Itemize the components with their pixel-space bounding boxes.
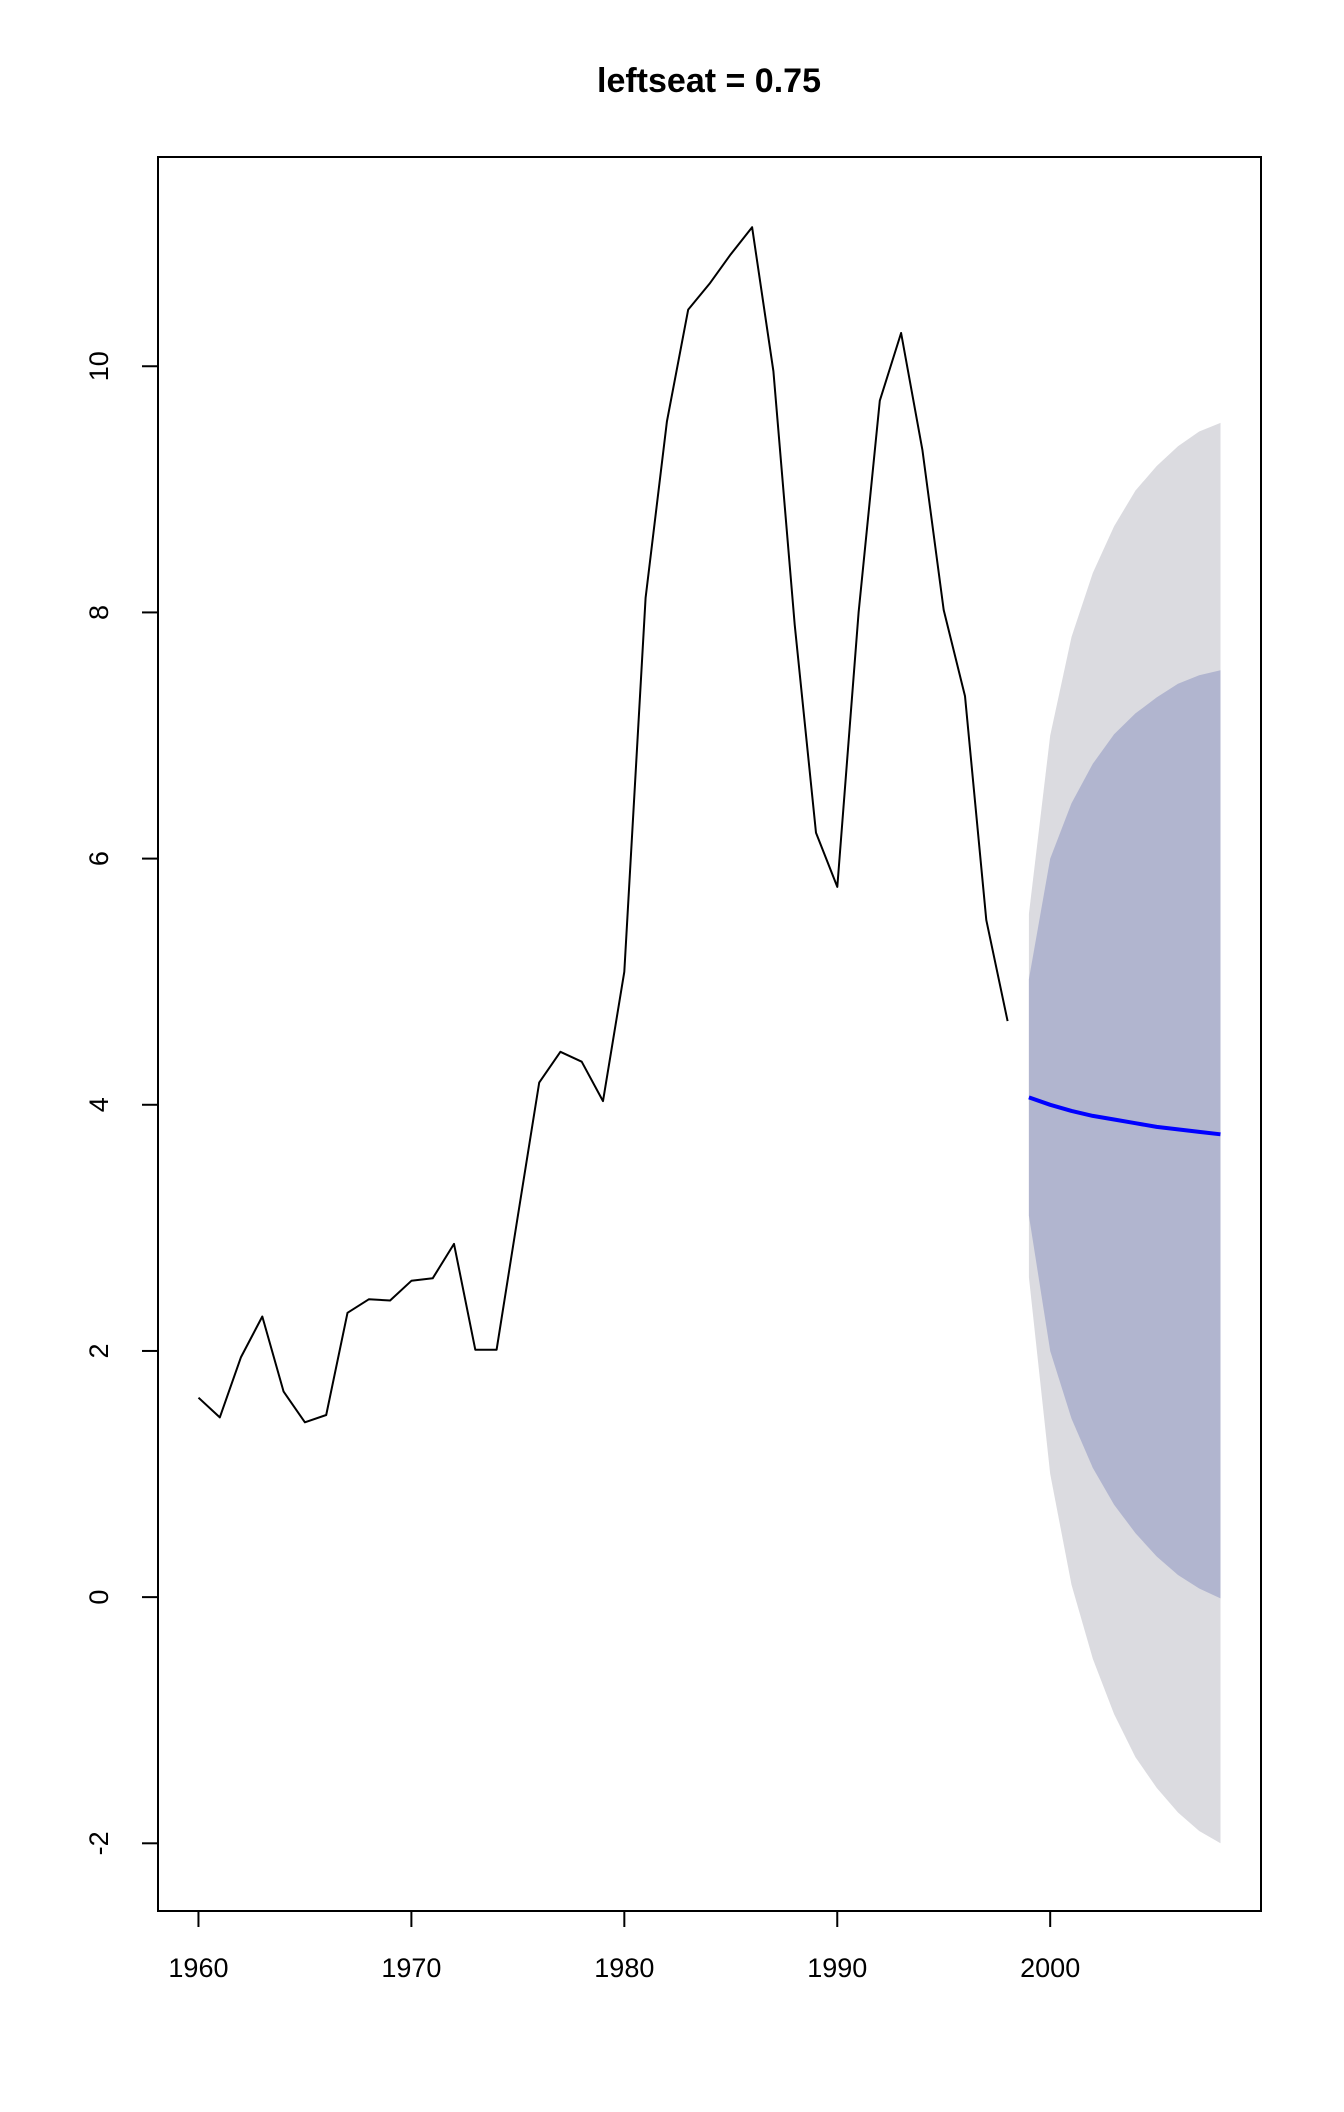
y-tick-label: -2 — [84, 1831, 114, 1855]
y-tick-label: 8 — [84, 605, 114, 620]
forecast-series-line — [1028, 1095, 1221, 1137]
x-tick-label: 1980 — [594, 1953, 654, 1983]
chart-title: leftseat = 0.75 — [597, 62, 821, 100]
band-80-layer — [1028, 670, 1221, 1599]
y-tick-label: 10 — [84, 351, 114, 381]
series-layer — [197, 226, 1221, 1424]
x-tick-label: 1960 — [168, 1953, 228, 1983]
prediction-band-80 — [1028, 670, 1221, 1599]
x-axis: 1960 1970 1980 1990 2000 — [168, 1910, 1080, 1983]
y-tick-label: 4 — [84, 1097, 114, 1112]
y-tick-label: 2 — [84, 1343, 114, 1358]
x-tick-label: 1970 — [381, 1953, 441, 1983]
y-axis: -2 0 2 4 6 8 10 — [84, 351, 159, 1855]
x-tick-label: 1990 — [807, 1953, 867, 1983]
observed-series-line — [197, 226, 1009, 1424]
x-tick-label: 2000 — [1020, 1953, 1080, 1983]
y-tick-label: 0 — [84, 1590, 114, 1605]
y-tick-label: 6 — [84, 851, 114, 866]
